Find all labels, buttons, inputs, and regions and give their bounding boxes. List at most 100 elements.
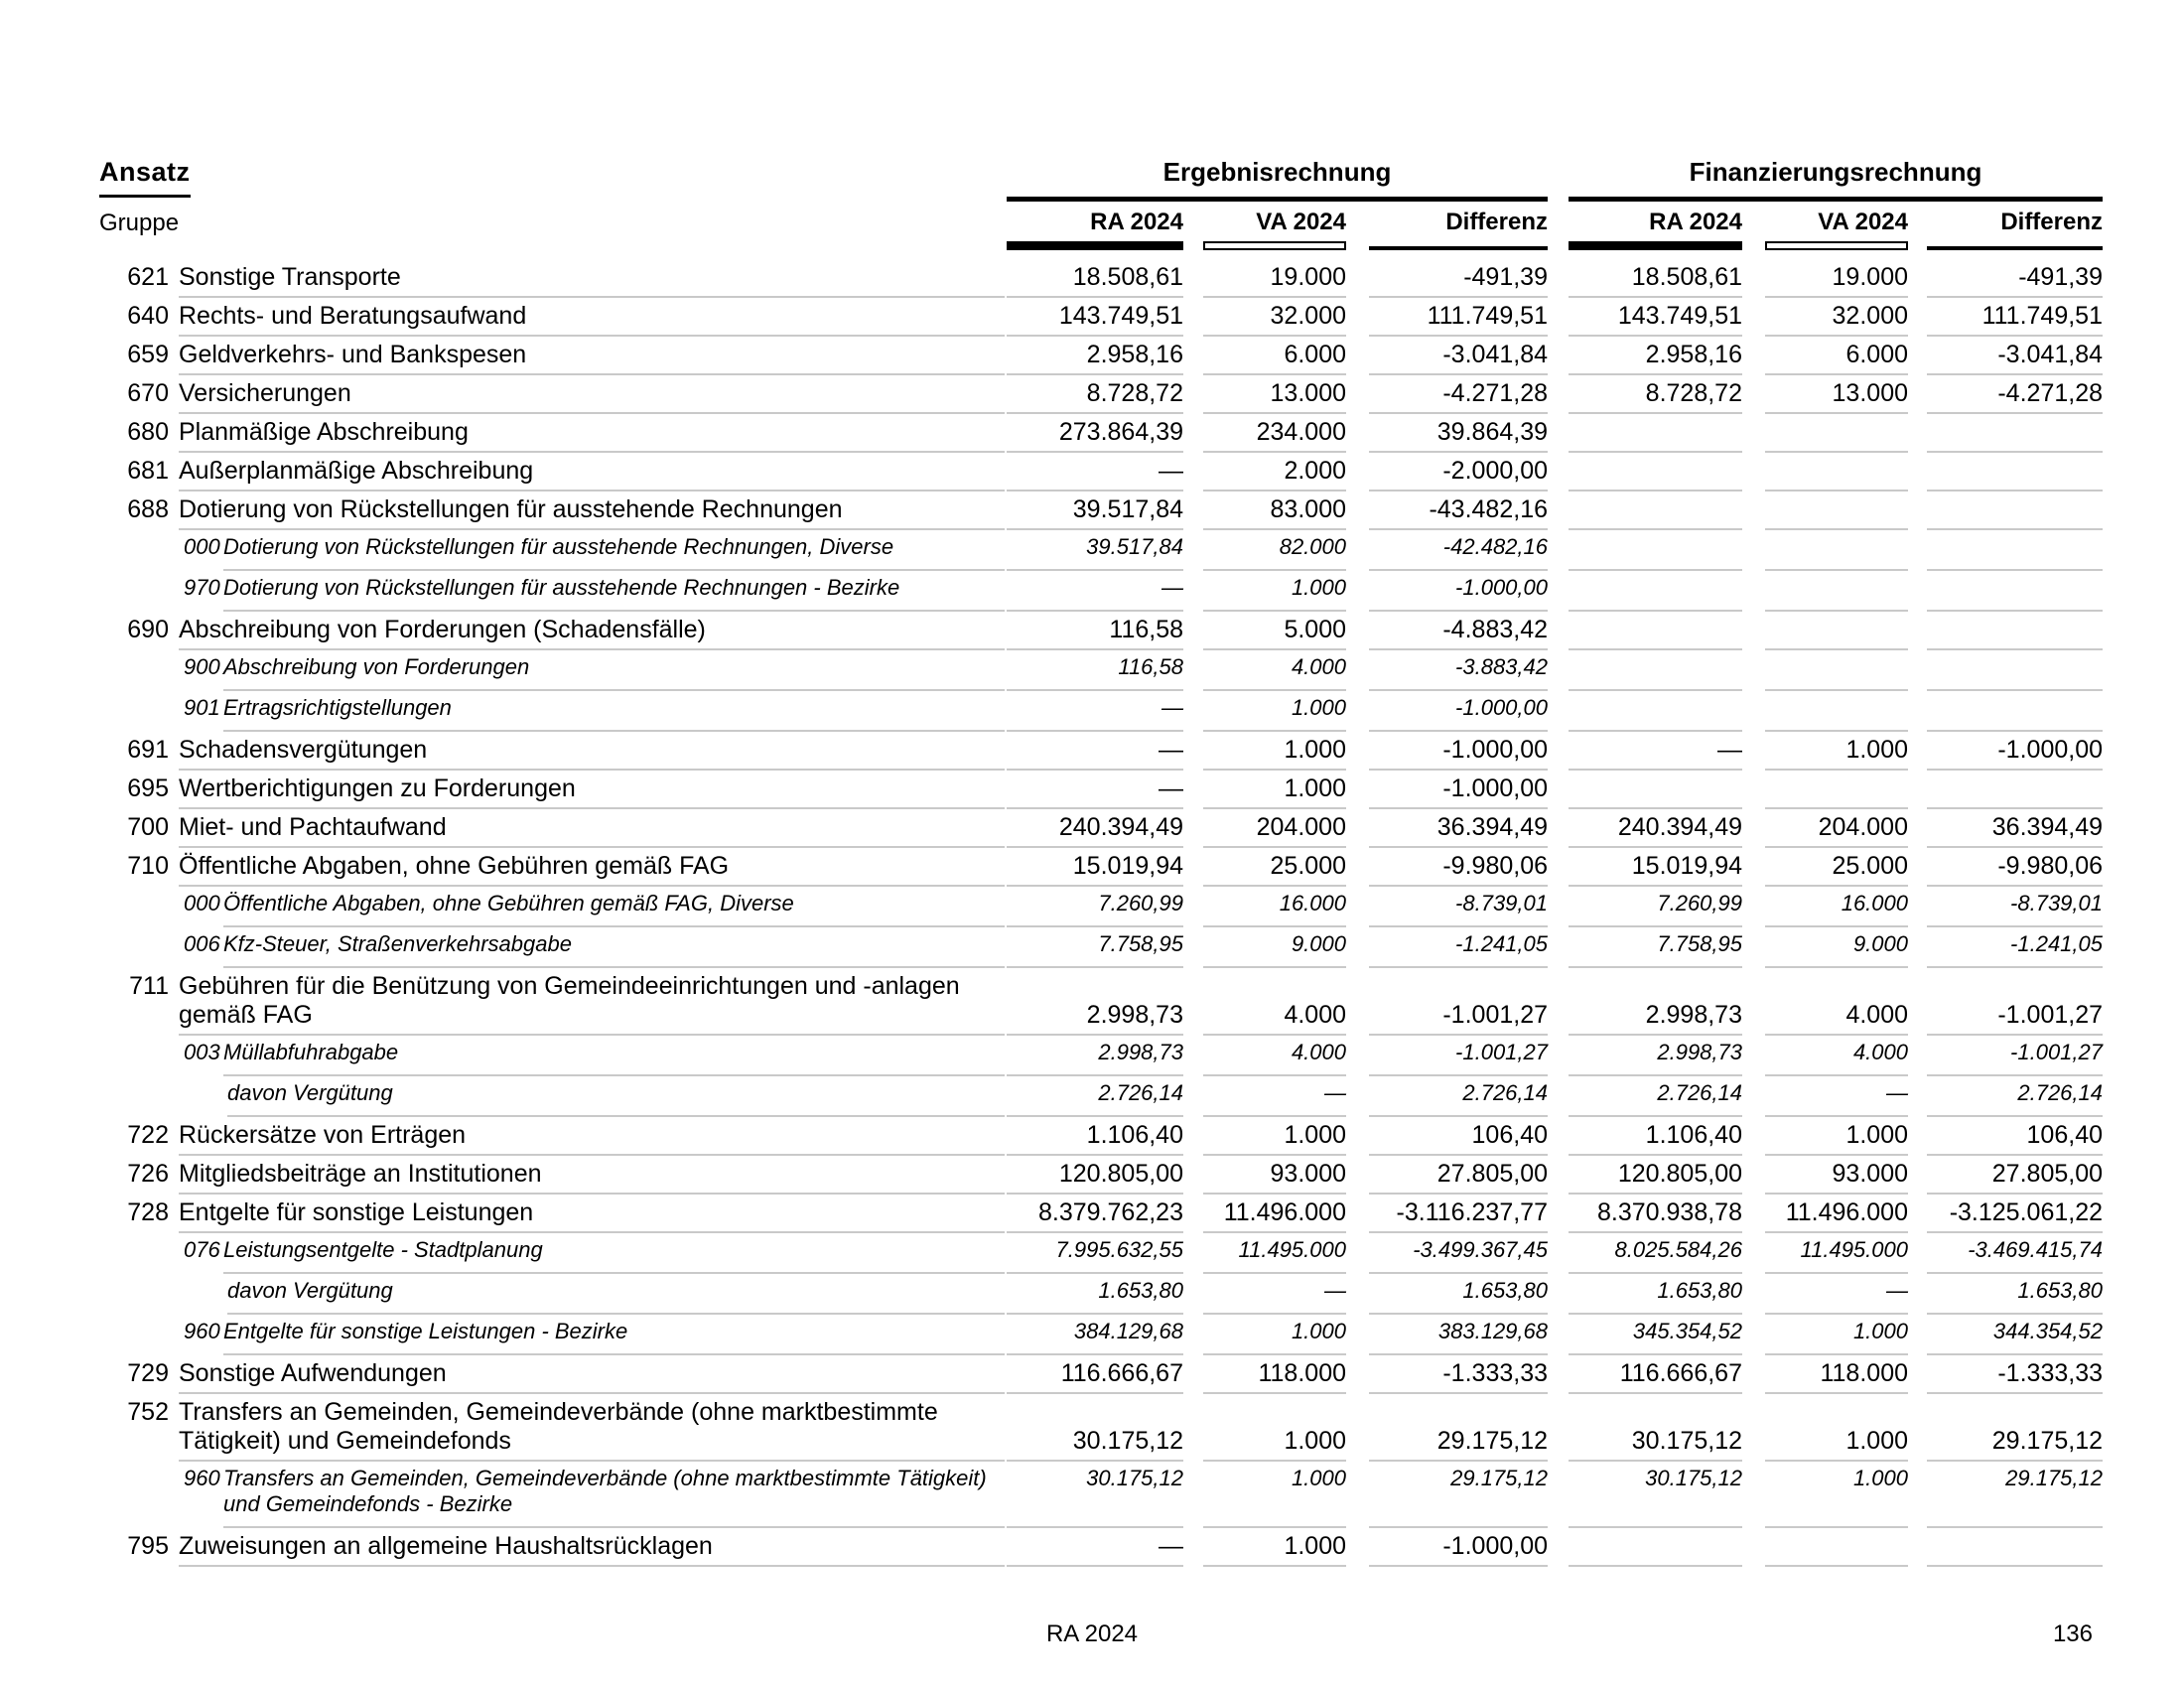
value-cell-erg-ra: 30.175,12 bbox=[1007, 1462, 1183, 1528]
value-cell-fin-ra: 1.653,80 bbox=[1569, 1274, 1742, 1315]
value-cell-fin-ra: 30.175,12 bbox=[1569, 1394, 1742, 1462]
row-description-cell: Außerplanmäßige Abschreibung bbox=[179, 453, 1005, 492]
value-cell-fin-ra: 240.394,49 bbox=[1569, 809, 1742, 848]
value-cell-fin-va bbox=[1765, 612, 1908, 650]
value-cell-fin-ra bbox=[1569, 1528, 1742, 1567]
value-cell-erg-ra: 2.958,16 bbox=[1007, 337, 1183, 375]
differenz-legend-line bbox=[1927, 241, 2103, 250]
row-description-cell: Gebühren für die Benützung von Gemeindee… bbox=[179, 968, 1005, 1036]
value-cell-fin-va bbox=[1765, 771, 1908, 809]
table-row: 681 Außerplanmäßige Abschreibung — 2.000… bbox=[99, 453, 2103, 492]
value-cell-erg-ra: 18.508,61 bbox=[1007, 259, 1183, 298]
value-cell-erg-va: 234.000 bbox=[1203, 414, 1346, 453]
value-cell-erg-differenz: 106,40 bbox=[1369, 1117, 1548, 1156]
value-cell-erg-va: 19.000 bbox=[1203, 259, 1346, 298]
table-row: 640 Rechts- und Beratungsaufwand 143.749… bbox=[99, 298, 2103, 337]
value-cell-erg-ra: 2.998,73 bbox=[1007, 968, 1183, 1036]
row-label: Entgelte für sonstige Leistungen bbox=[179, 1195, 1005, 1233]
row-description-cell: Zuweisungen an allgemeine Haushaltsrückl… bbox=[179, 1528, 1005, 1567]
table-row: 700 Miet- und Pachtaufwand 240.394,49 20… bbox=[99, 809, 2103, 848]
table-row: 003 Müllabfuhrabgabe 2.998,73 4.000 -1.0… bbox=[99, 1036, 2103, 1076]
value-cell-fin-differenz: -3.125.061,22 bbox=[1927, 1195, 2103, 1233]
value-cell-erg-ra: 15.019,94 bbox=[1007, 848, 1183, 887]
value-cell-fin-ra bbox=[1569, 414, 1742, 453]
value-cell-fin-differenz: 27.805,00 bbox=[1927, 1156, 2103, 1195]
table-row: 970 Dotierung von Rückstellungen für aus… bbox=[99, 571, 2103, 612]
value-cell-fin-differenz: -491,39 bbox=[1927, 259, 2103, 298]
value-cell-erg-ra: 384.129,68 bbox=[1007, 1315, 1183, 1355]
row-description-cell: Rückersätze von Erträgen bbox=[179, 1117, 1005, 1156]
value-cell-fin-differenz: -9.980,06 bbox=[1927, 848, 2103, 887]
value-cell-erg-ra: 1.653,80 bbox=[1007, 1274, 1183, 1315]
value-cell-fin-differenz: 111.749,51 bbox=[1927, 298, 2103, 337]
row-label: Wertberichtigungen zu Forderungen bbox=[179, 771, 1005, 809]
value-cell-erg-va: 1.000 bbox=[1203, 1394, 1346, 1462]
value-cell-erg-va: 9.000 bbox=[1203, 927, 1346, 968]
value-cell-erg-va: 4.000 bbox=[1203, 1036, 1346, 1076]
row-label: Dotierung von Rückstellungen für aussteh… bbox=[223, 530, 1005, 571]
value-cell-fin-ra: 116.666,67 bbox=[1569, 1355, 1742, 1394]
column-header-differenz: Differenz bbox=[1369, 202, 1548, 250]
value-cell-fin-va bbox=[1765, 650, 1908, 691]
value-cell-fin-ra: 8.370.938,78 bbox=[1569, 1195, 1742, 1233]
ergebnisrechnung-title: Ergebnisrechnung bbox=[1162, 157, 1392, 187]
value-cell-fin-ra: 1.106,40 bbox=[1569, 1117, 1742, 1156]
row-label: Leistungsentgelte - Stadtplanung bbox=[223, 1233, 1005, 1274]
row-label: Versicherungen bbox=[179, 375, 1005, 414]
value-cell-erg-va: 16.000 bbox=[1203, 887, 1346, 927]
ansatz-gruppe-header: Ansatz Gruppe bbox=[99, 157, 1005, 237]
row-description-cell: 960 Entgelte für sonstige Leistungen - B… bbox=[179, 1315, 1005, 1355]
row-description-cell: Entgelte für sonstige Leistungen bbox=[179, 1195, 1005, 1233]
footer-page-number: 136 bbox=[2052, 1620, 2093, 1647]
row-sub-code: 960 bbox=[184, 1466, 220, 1490]
column-header-differenz: Differenz bbox=[1927, 202, 2103, 250]
value-cell-fin-differenz: -3.469.415,74 bbox=[1927, 1233, 2103, 1274]
table-row: 901 Ertragsrichtigstellungen — 1.000 -1.… bbox=[99, 691, 2103, 732]
value-cell-erg-ra: 30.175,12 bbox=[1007, 1394, 1183, 1462]
value-cell-erg-va: 4.000 bbox=[1203, 650, 1346, 691]
value-cell-fin-va: 1.000 bbox=[1765, 1315, 1908, 1355]
value-cell-erg-va: 204.000 bbox=[1203, 809, 1346, 848]
row-description-cell: 901 Ertragsrichtigstellungen bbox=[179, 691, 1005, 732]
row-sub-code: 901 bbox=[184, 695, 220, 720]
row-description-cell: Versicherungen bbox=[179, 375, 1005, 414]
row-description-cell: 076 Leistungsentgelte - Stadtplanung bbox=[179, 1233, 1005, 1274]
row-description-cell: 000 Dotierung von Rückstellungen für aus… bbox=[179, 530, 1005, 571]
row-description-cell: 960 Transfers an Gemeinden, Gemeindeverb… bbox=[179, 1462, 1005, 1528]
table-row: 726 Mitgliedsbeiträge an Institutionen 1… bbox=[99, 1156, 2103, 1195]
value-cell-fin-va: 1.000 bbox=[1765, 732, 1908, 771]
value-cell-fin-va bbox=[1765, 530, 1908, 571]
row-sub-code bbox=[184, 1274, 227, 1315]
value-cell-fin-va bbox=[1765, 691, 1908, 732]
value-cell-fin-differenz: -1.001,27 bbox=[1927, 1036, 2103, 1076]
value-cell-erg-ra: 143.749,51 bbox=[1007, 298, 1183, 337]
value-cell-erg-differenz: 36.394,49 bbox=[1369, 809, 1548, 848]
value-cell-erg-ra: 240.394,49 bbox=[1007, 809, 1183, 848]
value-cell-erg-ra: 120.805,00 bbox=[1007, 1156, 1183, 1195]
value-cell-erg-ra: 39.517,84 bbox=[1007, 492, 1183, 530]
value-cell-erg-va: 1.000 bbox=[1203, 1462, 1346, 1528]
row-group-code: 711 bbox=[129, 972, 169, 1000]
table-body: 621 Sonstige Transporte 18.508,61 19.000… bbox=[99, 259, 2103, 1567]
value-cell-erg-differenz: -3.499.367,45 bbox=[1369, 1233, 1548, 1274]
row-description-cell: Sonstige Aufwendungen bbox=[179, 1355, 1005, 1394]
value-cell-erg-ra: 116.666,67 bbox=[1007, 1355, 1183, 1394]
row-label: davon Vergütung bbox=[227, 1274, 1005, 1315]
row-description-cell: Wertberichtigungen zu Forderungen bbox=[179, 771, 1005, 809]
row-group-code: 729 bbox=[127, 1359, 169, 1387]
value-cell-erg-differenz: 29.175,12 bbox=[1369, 1462, 1548, 1528]
row-group-code: 621 bbox=[127, 263, 169, 291]
value-cell-fin-ra: 15.019,94 bbox=[1569, 848, 1742, 887]
row-label: Transfers an Gemeinden, Gemeindeverbände… bbox=[223, 1462, 1005, 1528]
value-cell-fin-va: 9.000 bbox=[1765, 927, 1908, 968]
value-cell-erg-va: 83.000 bbox=[1203, 492, 1346, 530]
value-cell-fin-ra: 18.508,61 bbox=[1569, 259, 1742, 298]
row-label: Gebühren für die Benützung von Gemeindee… bbox=[179, 968, 1005, 1036]
value-cell-fin-ra bbox=[1569, 612, 1742, 650]
value-cell-fin-va: 11.496.000 bbox=[1765, 1195, 1908, 1233]
value-cell-erg-differenz: -42.482,16 bbox=[1369, 530, 1548, 571]
value-cell-erg-ra: 116,58 bbox=[1007, 612, 1183, 650]
row-label: Mitgliedsbeiträge an Institutionen bbox=[179, 1156, 1005, 1195]
gruppe-header-label: Gruppe bbox=[99, 210, 180, 236]
